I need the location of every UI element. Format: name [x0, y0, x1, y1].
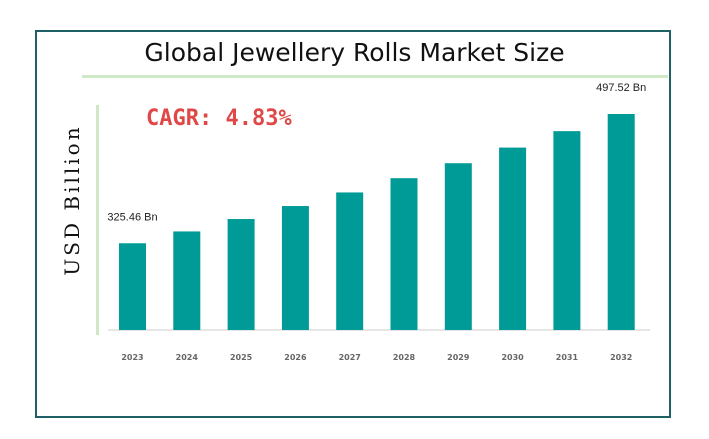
x-tick-label-2031: 2031 [556, 353, 579, 362]
bar-2029 [444, 163, 472, 330]
x-tick-label-2027: 2027 [339, 353, 361, 362]
x-tick-label-2029: 2029 [447, 353, 470, 362]
chart-frame [35, 30, 671, 418]
bar-2030 [499, 147, 527, 330]
bar-2026 [281, 206, 309, 330]
x-tick-label-2032: 2032 [610, 353, 632, 362]
bar-2027 [336, 192, 364, 330]
x-tick-label-2028: 2028 [393, 353, 416, 362]
y-axis-accent-line [96, 105, 99, 335]
x-tick-label-2030: 2030 [501, 353, 524, 362]
bar-2031 [553, 131, 581, 330]
data-label-2032: 497.52 Bn [596, 82, 646, 94]
chart-title: Global Jewellery Rolls Market Size [144, 38, 565, 67]
x-tick-label-2023: 2023 [121, 353, 143, 362]
bar-2023 [119, 243, 146, 330]
bar-2025 [227, 219, 255, 330]
bar-2032 [607, 114, 635, 330]
x-tick-label-2024: 2024 [176, 353, 199, 362]
bar-2028 [390, 178, 418, 330]
data-label-2023: 325.46 Bn [107, 211, 157, 223]
x-tick-label-2025: 2025 [230, 353, 253, 362]
title-divider [82, 75, 668, 78]
cagr-annotation: CAGR: 4.83% [146, 106, 292, 131]
bar-2024 [173, 231, 201, 330]
x-tick-label-2026: 2026 [284, 353, 307, 362]
